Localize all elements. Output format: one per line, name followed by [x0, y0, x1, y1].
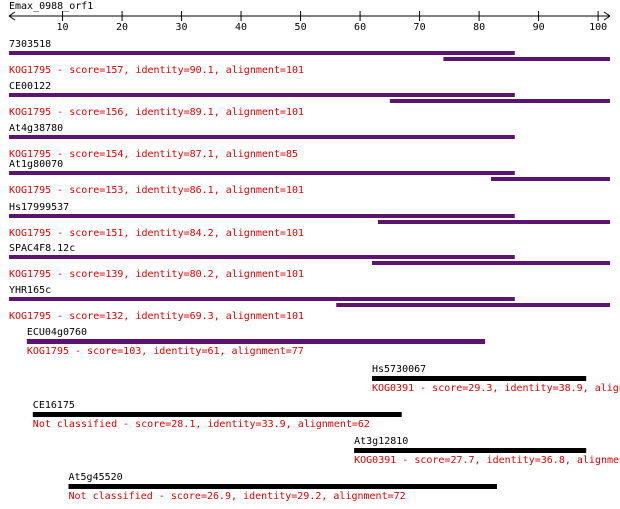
hit-name: 7303518: [9, 39, 51, 50]
tick-label: 20: [116, 22, 128, 33]
hit-bar: [9, 93, 515, 97]
hit-bar: [9, 171, 515, 175]
hit-description: KOG1795 - score=151, identity=84.2, alig…: [9, 228, 304, 239]
hit-name: CE00122: [9, 81, 51, 92]
hit-bar: [371, 261, 610, 265]
hit-description: KOG1795 - score=103, identity=61, alignm…: [27, 346, 304, 357]
hit-bar: [26, 339, 486, 344]
hit-bar: [9, 214, 515, 218]
hit-description: KOG1795 - score=132, identity=69.3, alig…: [9, 311, 304, 322]
tick-label: 40: [235, 22, 247, 33]
hit-bar: [389, 99, 610, 103]
hit-bar: [354, 448, 587, 453]
hit-description: KOG1795 - score=157, identity=90.1, alig…: [9, 65, 304, 76]
hit-description: KOG0391 - score=27.7, identity=36.8, ali…: [354, 455, 620, 466]
tick-label: 80: [473, 22, 485, 33]
hit-bar: [9, 297, 515, 301]
hit-name: Hs5730067: [372, 364, 426, 375]
hit-bar: [9, 51, 515, 55]
hit-name: ECU04g0760: [27, 327, 87, 338]
hit-description: KOG1795 - score=139, identity=80.2, alig…: [9, 269, 304, 280]
hit-description: Not classified - score=28.1, identity=33…: [33, 419, 370, 430]
tick-label: 30: [176, 22, 188, 33]
hit-description: KOG1795 - score=154, identity=87.1, alig…: [9, 149, 298, 160]
hit-name: At4g38780: [9, 123, 63, 134]
hit-bar: [9, 135, 515, 139]
hit-name: At1g80070: [9, 159, 63, 170]
hit-bar: [68, 484, 497, 489]
tick-label: 100: [589, 22, 607, 33]
tick-label: 10: [57, 22, 69, 33]
tick-label: 60: [354, 22, 366, 33]
hit-name: At5g45520: [69, 472, 123, 483]
hit-description: KOG1795 - score=156, identity=89.1, alig…: [9, 107, 304, 118]
hit-description: Not classified - score=26.9, identity=29…: [69, 491, 406, 502]
hit-name: At3g12810: [354, 436, 408, 447]
hit-name: Hs17999537: [9, 202, 69, 213]
hit-name: YHR165c: [9, 285, 51, 296]
axis-arrows: [8, 11, 611, 21]
hit-bar: [371, 376, 587, 381]
hit-description: KOG0391 - score=29.3, identity=38.9, ali…: [372, 383, 620, 394]
hit-bar: [490, 177, 610, 181]
axis-title: Emax_0988_orf1: [9, 1, 93, 12]
tick-label: 70: [414, 22, 426, 33]
hit-bar: [336, 303, 610, 307]
hit-name: SPAC4F8.12c: [9, 243, 75, 254]
hit-bar: [377, 220, 610, 224]
hit-bar: [32, 412, 402, 417]
hit-name: CE16175: [33, 400, 75, 411]
hit-bar: [9, 255, 515, 259]
tick-label: 50: [295, 22, 307, 33]
hit-bar: [443, 57, 610, 61]
tick-label: 90: [533, 22, 545, 33]
hit-description: KOG1795 - score=153, identity=86.1, alig…: [9, 185, 304, 196]
